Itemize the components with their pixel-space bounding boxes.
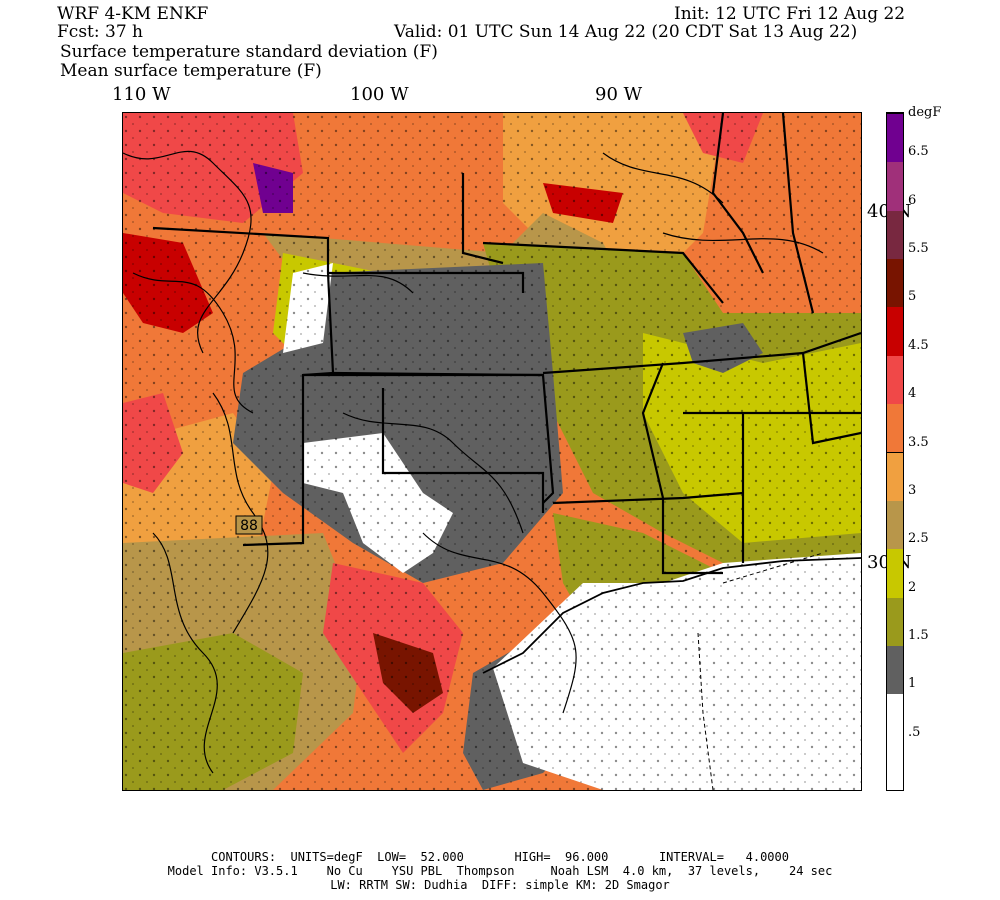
legend-band [887, 161, 903, 211]
contour-line [342, 412, 524, 534]
legend-band [887, 258, 903, 308]
legend-band [887, 693, 903, 743]
legend-band [887, 403, 903, 453]
field-title-shaded: Surface temperature standard deviation (… [60, 42, 438, 62]
map-panel: 88 [122, 112, 862, 791]
boundary-line [711, 113, 764, 274]
contour-texture [123, 113, 861, 790]
boundary-line [781, 113, 815, 314]
state-boundaries [152, 113, 861, 575]
legend-tick-label: 1 [908, 676, 917, 692]
model-name: WRF 4-KM ENKF [57, 4, 209, 24]
contour-line [212, 392, 269, 634]
init-time: Init: 12 UTC Fri 12 Aug 22 [674, 4, 906, 24]
legend-tick-label: 4.5 [908, 337, 929, 353]
legend-band [887, 451, 903, 501]
forecast-hour: Fcst: 37 h [57, 22, 143, 42]
boundary-line [381, 388, 545, 513]
legend-band [887, 596, 903, 646]
boundary-line [661, 498, 723, 575]
legend-tick-label: 1.5 [908, 627, 929, 643]
legend-band [887, 209, 903, 260]
legend-tick-label: 4 [908, 386, 917, 402]
boundary-line [303, 373, 555, 504]
color-legend [886, 112, 904, 791]
legend-band [887, 741, 903, 790]
station-label-box [235, 515, 263, 535]
legend-tick-label: 3 [908, 482, 917, 498]
contour-line [123, 150, 252, 354]
boundary-line [152, 226, 330, 273]
longitude-label-90w: 90 W [595, 84, 643, 105]
longitude-label-100w: 100 W [350, 84, 409, 105]
footer-contours: CONTOURS: UNITS=degF LOW= 52.000 HIGH= 9… [211, 850, 789, 864]
boundary-line [328, 271, 525, 293]
legend-tick-label: 2.5 [908, 531, 929, 547]
legend-band [887, 644, 903, 695]
contour-line [602, 152, 724, 204]
legend-unit: degF [908, 105, 942, 120]
legend-tick-label: 6.5 [908, 144, 929, 160]
boundary-line [641, 362, 665, 499]
legend-tick-label: 6 [908, 192, 917, 208]
legend-tick-label: .5 [908, 724, 921, 740]
station-label: 88 [240, 518, 258, 534]
legend-tick-label: 5 [908, 289, 917, 305]
offshore-boundary [722, 552, 824, 584]
offshore-boundary [697, 632, 714, 790]
contour-line [152, 532, 218, 774]
legend-band [887, 354, 903, 405]
footer-model-info: Model Info: V3.5.1 No Cu YSU PBL Thompso… [167, 864, 833, 878]
legend-band [887, 499, 903, 550]
valid-time: Valid: 01 UTC Sun 14 Aug 22 (20 CDT Sat … [394, 22, 858, 42]
contour-line [422, 532, 577, 714]
legend-band [887, 306, 903, 356]
boundary-line [801, 352, 861, 445]
legend-band [887, 113, 903, 163]
legend-band [887, 548, 903, 598]
legend-tick-label: 3.5 [908, 434, 929, 450]
legend-tick-label: 2 [908, 579, 917, 595]
legend-tick-label: 5.5 [908, 241, 929, 257]
boundary-line [332, 371, 544, 377]
footer-physics: LW: RRTM SW: Dudhia DIFF: simple KM: 2D … [330, 878, 670, 892]
contour-line [302, 272, 414, 294]
boundary-line [552, 491, 744, 505]
longitude-label-110w: 110 W [112, 84, 171, 105]
boundary-line [461, 173, 504, 265]
boundary-line [482, 241, 724, 304]
contour-line [132, 272, 254, 414]
boundary-line [542, 331, 861, 375]
field-title-contour: Mean surface temperature (F) [60, 61, 322, 81]
gulf-coastline [482, 557, 861, 674]
map-canvas: 88 [123, 113, 861, 790]
